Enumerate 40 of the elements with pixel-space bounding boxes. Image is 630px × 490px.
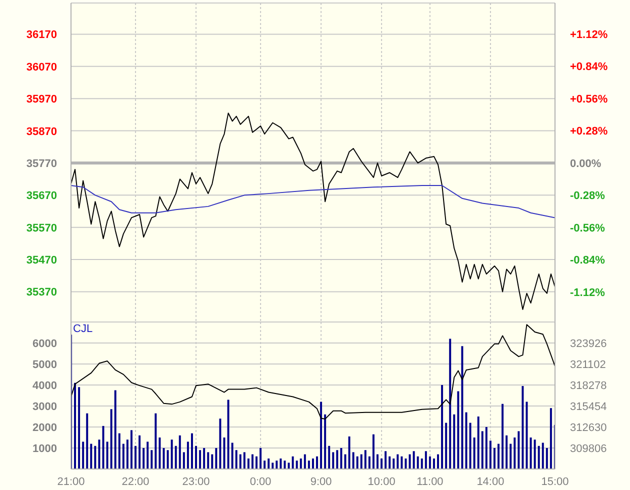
x-tick-label: 14:00 — [476, 476, 504, 488]
y2-tick-label: 318278 — [570, 380, 607, 392]
x-tick-label: 21:00 — [57, 476, 85, 488]
x-tick-label: 15:00 — [541, 476, 569, 488]
y2-tick-label: -0.56% — [570, 222, 606, 234]
y-tick-label: 35970 — [26, 94, 57, 106]
y2-tick-label: +0.84% — [570, 61, 608, 74]
y-tick-label: 35470 — [26, 254, 57, 267]
y-tick-label: 3000 — [32, 401, 57, 413]
x-tick-label: 0:00 — [250, 476, 272, 488]
y2-tick-label: +1.12% — [570, 28, 608, 41]
y2-tick-label: -0.84% — [570, 254, 606, 267]
y2-tick-label: 321102 — [570, 359, 606, 371]
y-tick-label: 36070 — [26, 61, 57, 74]
y2-tick-label: +0.56% — [570, 93, 608, 106]
y-tick-label: 4000 — [32, 380, 57, 392]
y2-tick-label: 312630 — [570, 422, 607, 434]
x-tick-label: 10:00 — [368, 476, 396, 488]
y-tick-label: 2000 — [32, 422, 57, 434]
y2-tick-label: -1.12% — [570, 286, 606, 299]
y-tick-label: 36170 — [26, 29, 57, 42]
x-tick-label: 22:00 — [122, 476, 150, 488]
y-tick-label: 5000 — [32, 359, 57, 371]
x-tick-label: 9:00 — [310, 476, 332, 488]
y-tick-label: 35570 — [26, 222, 57, 234]
y-tick-label: 35870 — [26, 126, 57, 138]
y-tick-label: 35370 — [26, 286, 57, 299]
y2-tick-label: 315454 — [570, 401, 607, 413]
y-tick-label: 35770 — [26, 158, 57, 170]
y-tick-label: 35670 — [26, 190, 57, 202]
annotation: CJL — [73, 323, 93, 335]
y-tick-label: 1000 — [32, 443, 57, 455]
y-tick-label: 6000 — [32, 338, 57, 350]
y2-tick-label: 309806 — [570, 443, 607, 455]
x-tick-label: 23:00 — [182, 476, 210, 488]
y2-tick-label: +0.28% — [570, 126, 608, 138]
y2-tick-label: 0.00% — [570, 158, 602, 170]
x-tick-label: 11:00 — [416, 476, 444, 488]
y2-tick-label: -0.28% — [570, 190, 606, 202]
y2-tick-label: 323926 — [570, 338, 607, 350]
